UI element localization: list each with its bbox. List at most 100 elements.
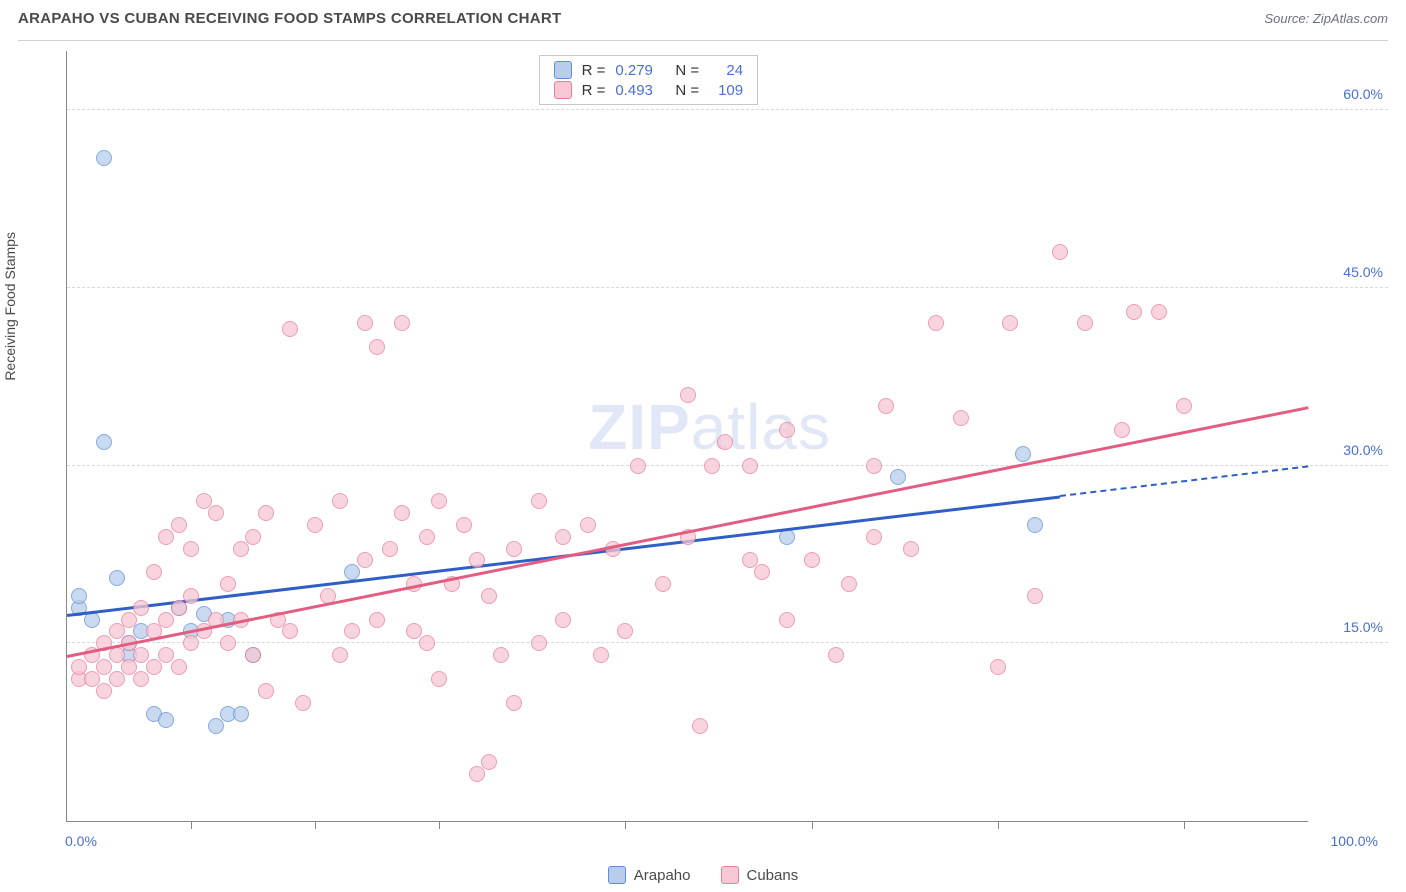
data-point — [282, 623, 298, 639]
stat-value-r: 0.279 — [615, 62, 665, 79]
data-point — [183, 588, 199, 604]
data-point — [866, 529, 882, 545]
data-point — [96, 434, 112, 450]
x-axis-label: 100.0% — [1331, 833, 1378, 849]
data-point — [220, 635, 236, 651]
data-point — [1151, 304, 1167, 320]
data-point — [580, 517, 596, 533]
data-point — [419, 635, 435, 651]
data-point — [158, 712, 174, 728]
stats-legend: R = 0.279 N = 24R = 0.493 N = 109 — [539, 55, 759, 105]
data-point — [431, 671, 447, 687]
data-point — [369, 612, 385, 628]
x-tick — [191, 821, 192, 829]
data-point — [245, 529, 261, 545]
x-tick — [1184, 821, 1185, 829]
legend-item: Cubans — [721, 866, 799, 884]
data-point — [704, 458, 720, 474]
data-point — [394, 315, 410, 331]
legend-item: Arapaho — [608, 866, 691, 884]
data-point — [233, 541, 249, 557]
watermark-bold: ZIP — [588, 391, 691, 463]
stat-value-n: 24 — [709, 62, 743, 79]
data-point — [1176, 398, 1192, 414]
y-axis-label: Receiving Food Stamps — [2, 232, 18, 381]
data-point — [1002, 315, 1018, 331]
stat-value-n: 109 — [709, 82, 743, 99]
stat-value-r: 0.493 — [615, 82, 665, 99]
stat-label-r: R = — [582, 62, 606, 79]
data-point — [171, 659, 187, 675]
data-point — [183, 541, 199, 557]
data-point — [419, 529, 435, 545]
data-point — [344, 623, 360, 639]
data-point — [1052, 244, 1068, 260]
data-point — [332, 493, 348, 509]
data-point — [890, 469, 906, 485]
x-axis-label: 0.0% — [65, 833, 97, 849]
x-tick — [625, 821, 626, 829]
data-point — [555, 529, 571, 545]
data-point — [146, 564, 162, 580]
data-point — [183, 635, 199, 651]
data-point — [357, 315, 373, 331]
data-point — [332, 647, 348, 663]
data-point — [208, 505, 224, 521]
stats-row: R = 0.493 N = 109 — [554, 80, 744, 100]
data-point — [928, 315, 944, 331]
data-point — [71, 588, 87, 604]
data-point — [146, 659, 162, 675]
stat-label-n: N = — [675, 82, 699, 99]
data-point — [258, 505, 274, 521]
y-tick-label: 30.0% — [1343, 442, 1383, 458]
data-point — [878, 398, 894, 414]
stats-row: R =0.279N =24 — [554, 60, 744, 80]
bottom-legend: Arapaho Cubans — [0, 866, 1406, 884]
data-point — [469, 552, 485, 568]
data-point — [357, 552, 373, 568]
data-point — [208, 718, 224, 734]
y-tick-label: 15.0% — [1343, 619, 1383, 635]
data-point — [158, 529, 174, 545]
data-point — [866, 458, 882, 474]
data-point — [394, 505, 410, 521]
y-tick-label: 60.0% — [1343, 86, 1383, 102]
data-point — [344, 564, 360, 580]
data-point — [1015, 446, 1031, 462]
data-point — [431, 493, 447, 509]
data-point — [171, 600, 187, 616]
data-point — [481, 754, 497, 770]
data-point — [617, 623, 633, 639]
data-point — [828, 647, 844, 663]
data-point — [96, 150, 112, 166]
chart-container: Receiving Food Stamps ZIPatlas R =0.279N… — [18, 40, 1388, 852]
data-point — [481, 588, 497, 604]
data-point — [133, 600, 149, 616]
data-point — [531, 635, 547, 651]
data-point — [779, 612, 795, 628]
data-point — [1114, 422, 1130, 438]
stat-label-r: R = — [582, 82, 606, 99]
data-point — [133, 671, 149, 687]
data-point — [1077, 315, 1093, 331]
data-point — [953, 410, 969, 426]
data-point — [555, 612, 571, 628]
data-point — [506, 695, 522, 711]
watermark: ZIPatlas — [588, 390, 831, 464]
legend-swatch — [554, 61, 572, 79]
data-point — [382, 541, 398, 557]
data-point — [121, 612, 137, 628]
data-point — [295, 695, 311, 711]
gridline — [67, 642, 1388, 643]
data-point — [804, 552, 820, 568]
watermark-rest: atlas — [691, 391, 831, 463]
data-point — [456, 517, 472, 533]
data-point — [630, 458, 646, 474]
data-point — [171, 517, 187, 533]
legend-swatch — [608, 866, 626, 884]
plot-area: ZIPatlas R =0.279N =24R =0.493N =109 15.… — [66, 51, 1308, 822]
data-point — [506, 541, 522, 557]
legend-swatch — [721, 866, 739, 884]
data-point — [493, 647, 509, 663]
data-point — [369, 339, 385, 355]
